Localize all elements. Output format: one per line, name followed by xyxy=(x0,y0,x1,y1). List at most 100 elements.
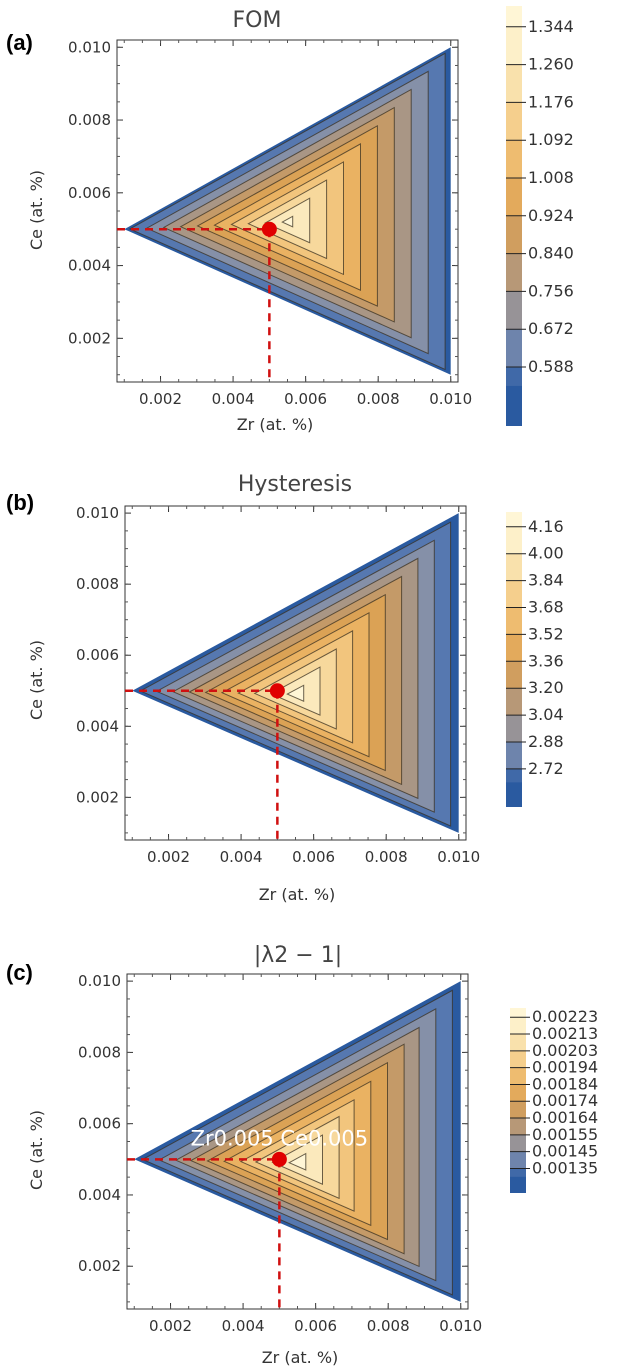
colorbar-segment xyxy=(506,526,522,555)
contour-line xyxy=(206,1061,388,1241)
colorbar-tick-label: 1.176 xyxy=(528,92,574,111)
x-tick-label: 0.008 xyxy=(357,390,400,408)
colorbar-segment xyxy=(510,1067,526,1085)
colorbar: 1.344 1.260 1.176 1.092 1.008 0.924 0.840 0.756… xyxy=(506,6,574,426)
colorbar-tick-label: 0.00194 xyxy=(532,1058,598,1077)
contour-fill xyxy=(124,47,451,375)
x-tick-label: 0.008 xyxy=(367,1317,410,1335)
point-annotation: Zr0.005 Ce0.005 xyxy=(191,1126,369,1150)
contour-band xyxy=(289,1153,306,1170)
x-tick-label: 0.006 xyxy=(284,390,327,408)
colorbar-segment xyxy=(510,1101,526,1119)
colorbar-tick-label: 3.36 xyxy=(528,651,564,670)
x-axis-label: Zr (at. %) xyxy=(237,415,314,434)
colorbar-segment xyxy=(510,1151,526,1169)
y-tick-label: 0.004 xyxy=(78,1186,121,1204)
colorbar-segment xyxy=(510,1017,526,1035)
contour-line xyxy=(162,88,412,339)
colorbar-tick-label: 2.72 xyxy=(528,759,564,778)
contour-line xyxy=(174,1026,420,1268)
chart-title: Hysteresis xyxy=(238,472,352,497)
plot-area: 0.002 0.004 0.006 0.008 0.010 0.002 0.004 0.006… xyxy=(76,504,480,866)
contour-line xyxy=(239,1098,355,1212)
contour-line xyxy=(145,70,429,355)
colorbar-tick-label: 0.672 xyxy=(528,319,574,338)
colorbar-segment xyxy=(510,1118,526,1136)
contour-lines xyxy=(139,521,452,827)
x-tick-label: 0.002 xyxy=(149,1317,192,1335)
colorbar-tick-label: 0.588 xyxy=(528,357,574,376)
colorbar-segment xyxy=(510,1134,526,1153)
panel-letter: (a) xyxy=(6,30,33,55)
contour-line xyxy=(253,648,337,730)
colorbar-tick-label: 3.04 xyxy=(528,705,564,724)
colorbar-segment xyxy=(506,634,522,662)
contour-line xyxy=(254,1115,340,1200)
contour-line xyxy=(141,989,453,1296)
colorbar-tick-label: 0.00164 xyxy=(532,1108,598,1127)
colorbar-tick-label: 1.092 xyxy=(528,130,574,149)
contour-band xyxy=(282,216,293,227)
selected-point-marker xyxy=(269,683,285,699)
y-tick-label: 0.006 xyxy=(76,646,119,664)
contour-line xyxy=(286,684,305,702)
colorbar-tick-label: 4.00 xyxy=(528,544,564,563)
colorbar-segment xyxy=(510,1034,526,1052)
colorbar-tick-label: 0.00135 xyxy=(532,1158,598,1177)
colorbar-segment xyxy=(506,26,522,66)
colorbar-segment xyxy=(510,1176,526,1193)
contour-line xyxy=(281,215,294,228)
colorbar-segment xyxy=(510,1050,526,1069)
contour-line xyxy=(223,1080,372,1227)
contour-line xyxy=(220,611,370,758)
colorbar-segment xyxy=(506,553,522,582)
colorbar-tick-label: 0.00203 xyxy=(532,1041,598,1060)
colorbar-tick-label: 3.52 xyxy=(528,624,564,643)
contour-line xyxy=(189,1043,405,1255)
colorbar-segment xyxy=(506,385,522,426)
colorbar-segment xyxy=(506,607,522,635)
colorbar-segment xyxy=(506,580,522,608)
chart-panel-lambda: (c) |λ2 − 1| Zr (at. %) Ce (at. %) 0.002… xyxy=(6,943,598,1367)
contour-line xyxy=(171,557,419,800)
y-tick-label: 0.004 xyxy=(76,717,119,735)
contour-line xyxy=(188,575,403,786)
y-tick-label: 0.002 xyxy=(68,329,111,347)
colorbar: 0.002230.002130.002030.001940.001840.001… xyxy=(510,1007,598,1193)
x-tick-label: 0.010 xyxy=(429,390,472,408)
chart-panel-hysteresis: (b) Hysteresis Zr (at. %) Ce (at. %) 0.0… xyxy=(6,472,564,904)
y-tick-label: 0.002 xyxy=(78,1257,121,1275)
contour-line xyxy=(288,1152,307,1171)
y-tick-label: 0.010 xyxy=(78,972,121,990)
y-tick-label: 0.006 xyxy=(68,184,111,202)
y-tick-label: 0.008 xyxy=(76,575,119,593)
colorbar-tick-label: 4.16 xyxy=(528,517,564,536)
contour-line xyxy=(139,521,452,827)
chart-title: FOM xyxy=(233,8,282,33)
contour-line xyxy=(230,161,344,276)
contour-line xyxy=(271,1134,323,1185)
contour-line xyxy=(196,124,378,307)
colorbar-tick-label: 0.00184 xyxy=(532,1074,598,1093)
contour-line xyxy=(269,666,321,716)
y-tick-label: 0.004 xyxy=(68,257,111,275)
x-tick-label: 0.004 xyxy=(212,390,255,408)
colorbar-segment xyxy=(506,6,522,27)
contour-line xyxy=(155,539,435,813)
colorbar-tick-label: 0.00145 xyxy=(532,1142,598,1161)
selected-point-marker xyxy=(261,221,277,237)
y-tick-label: 0.010 xyxy=(68,38,111,56)
y-tick-label: 0.006 xyxy=(78,1115,121,1133)
colorbar-tick-label: 0.756 xyxy=(528,281,574,300)
colorbar-segment xyxy=(506,715,522,743)
contour-line xyxy=(158,1008,437,1282)
colorbar-segment xyxy=(506,782,522,807)
x-axis-label: Zr (at. %) xyxy=(259,885,336,904)
y-tick-label: 0.008 xyxy=(78,1043,121,1061)
contour-lines xyxy=(141,989,453,1296)
colorbar-tick-label: 3.20 xyxy=(528,678,564,697)
colorbar-segment xyxy=(506,215,522,255)
colorbar-tick-label: 2.88 xyxy=(528,732,564,751)
x-tick-label: 0.008 xyxy=(365,848,408,866)
